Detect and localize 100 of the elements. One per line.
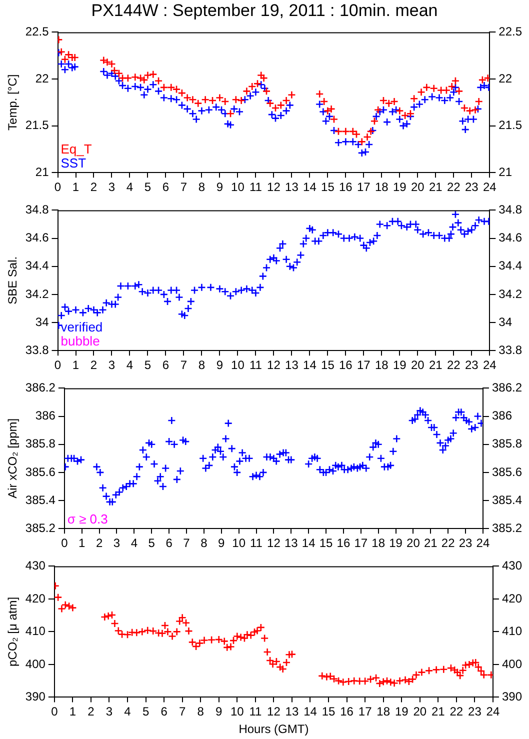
x-tick-label: 19 bbox=[392, 358, 407, 372]
annotation: σ ≥ 0.3 bbox=[67, 512, 108, 527]
y-axis-title: pCO₂ [μ atm] bbox=[6, 596, 20, 666]
y2-tick-label: 21.5 bbox=[498, 118, 522, 132]
x-tick-label: 15 bbox=[321, 180, 335, 194]
x-tick-label: 14 bbox=[302, 536, 316, 550]
x-tick-label: 4 bbox=[126, 180, 134, 194]
x-tick-label: 14 bbox=[303, 180, 317, 194]
text: SST bbox=[60, 156, 86, 171]
y2-tick-label: 420 bbox=[502, 591, 522, 606]
x-tick-label: 20 bbox=[413, 704, 427, 719]
x-tick-label: 11 bbox=[250, 536, 263, 550]
x-tick-label: 6 bbox=[160, 704, 168, 719]
y2-tick-label: 430 bbox=[502, 558, 522, 573]
text: Eq_T bbox=[60, 142, 92, 157]
x-tick-label: 23 bbox=[464, 180, 479, 194]
y-axis-title: Air xCO₂ [ppm] bbox=[6, 418, 20, 498]
y2-tick-label: 390 bbox=[502, 690, 522, 704]
y2-tick-label: 34 bbox=[498, 314, 512, 329]
y2-tick-label: 22 bbox=[498, 71, 512, 86]
x-tick-label: 13 bbox=[285, 358, 299, 372]
y2-tick-label: 385.4 bbox=[492, 492, 522, 507]
x-tick-label: 1 bbox=[69, 704, 76, 719]
x-tick-label: 3 bbox=[113, 536, 120, 550]
x-tick-label: 7 bbox=[178, 704, 186, 719]
x-tick-label: 4 bbox=[124, 704, 132, 719]
y-tick-label: 385.4 bbox=[25, 492, 56, 507]
x-tick-label: 24 bbox=[476, 536, 490, 550]
x-tick-label: 22 bbox=[450, 704, 464, 719]
x-tick-label: 16 bbox=[339, 358, 353, 372]
x-tick-label: 0 bbox=[54, 180, 62, 194]
x-tick-label: 13 bbox=[285, 704, 299, 719]
x-tick-label: 22 bbox=[446, 358, 461, 372]
y2-tick-label: 21 bbox=[498, 164, 512, 179]
x-tick-label: 9 bbox=[218, 536, 226, 550]
x-tick-label: 20 bbox=[410, 358, 425, 372]
x-tick-label: 2 bbox=[88, 704, 95, 719]
x-tick-label: 1 bbox=[72, 180, 80, 194]
x-tick-label: 19 bbox=[389, 536, 403, 550]
x-tick-label: 5 bbox=[144, 180, 152, 194]
x-tick-label: 23 bbox=[458, 536, 473, 550]
chart-title: PX144W : September 19, 2011 : 10min. mean bbox=[90, 0, 439, 22]
x-tick-label: 17 bbox=[356, 358, 371, 372]
x-tick-label: 1 bbox=[78, 536, 86, 550]
x-tick-label: 8 bbox=[198, 180, 206, 194]
x-tick-label: 18 bbox=[374, 180, 389, 194]
x-tick-label: 15 bbox=[322, 704, 336, 719]
x-tick-label: 0 bbox=[61, 536, 68, 550]
x-tick-label: 2 bbox=[96, 536, 103, 550]
x-tick-label: 15 bbox=[321, 358, 335, 372]
y-tick-label: 21.5 bbox=[25, 118, 50, 132]
x-tick-label: 23 bbox=[464, 358, 479, 372]
x-tick-label: 21 bbox=[428, 180, 443, 194]
x-tick-label: 7 bbox=[180, 358, 188, 372]
x-tick-label: 16 bbox=[340, 704, 354, 719]
x-tick-label: 10 bbox=[232, 536, 246, 550]
x-tick-label: 9 bbox=[216, 704, 223, 719]
x-tick-label: 12 bbox=[267, 704, 281, 719]
y2-tick-label: 34.8 bbox=[498, 202, 522, 217]
x-tick-label: 2 bbox=[90, 180, 98, 194]
y2-tick-label: 34.6 bbox=[498, 230, 522, 245]
x-tick-label: 0 bbox=[51, 704, 58, 719]
x-tick-label: 1 bbox=[72, 358, 80, 372]
x-tick-label: 17 bbox=[354, 536, 368, 550]
x-tick-label: 17 bbox=[356, 180, 371, 194]
y-tick-label: 34.6 bbox=[25, 230, 50, 245]
y-tick-label: 34.8 bbox=[25, 202, 50, 217]
y2-tick-label: 400 bbox=[502, 656, 522, 671]
x-tick-label: 4 bbox=[130, 536, 138, 550]
x-tick-label: 13 bbox=[285, 180, 299, 194]
x-tick-label: 13 bbox=[284, 536, 298, 550]
y2-tick-label: 386 bbox=[492, 408, 512, 423]
y-axis-title: Temp. [°C] bbox=[6, 74, 20, 130]
y-tick-label: 34.2 bbox=[25, 286, 50, 301]
x-tick-label: 19 bbox=[392, 180, 407, 194]
x-tick-label: 22 bbox=[441, 536, 456, 550]
y-tick-label: 400 bbox=[25, 656, 46, 671]
y-tick-label: 385.6 bbox=[25, 464, 56, 479]
x-tick-label: 18 bbox=[374, 358, 389, 372]
y2-tick-label: 22.5 bbox=[498, 24, 522, 39]
y-tick-label: 390 bbox=[25, 690, 46, 704]
series-label: verified bbox=[60, 320, 103, 335]
x-tick-label: 24 bbox=[482, 358, 497, 372]
y-tick-label: 21 bbox=[35, 164, 50, 179]
x-tick-label: 0 bbox=[54, 358, 62, 372]
y2-tick-label: 33.8 bbox=[498, 342, 522, 357]
x-tick-label: 4 bbox=[126, 358, 134, 372]
x-tick-label: 21 bbox=[428, 358, 443, 372]
x-tick-label: 8 bbox=[197, 704, 204, 719]
x-tick-label: 7 bbox=[180, 180, 188, 194]
x-tick-label: 5 bbox=[142, 704, 150, 719]
x-tick-label: 9 bbox=[216, 358, 224, 372]
y-tick-label: 22 bbox=[35, 71, 50, 86]
y-tick-label: 430 bbox=[25, 558, 46, 573]
x-tick-label: 10 bbox=[231, 358, 245, 372]
x-tick-label: 23 bbox=[468, 704, 482, 719]
y-tick-label: 22.5 bbox=[25, 24, 50, 39]
x-tick-label: 10 bbox=[231, 180, 245, 194]
y2-tick-label: 385.2 bbox=[492, 520, 522, 535]
x-tick-label: 5 bbox=[144, 358, 152, 372]
